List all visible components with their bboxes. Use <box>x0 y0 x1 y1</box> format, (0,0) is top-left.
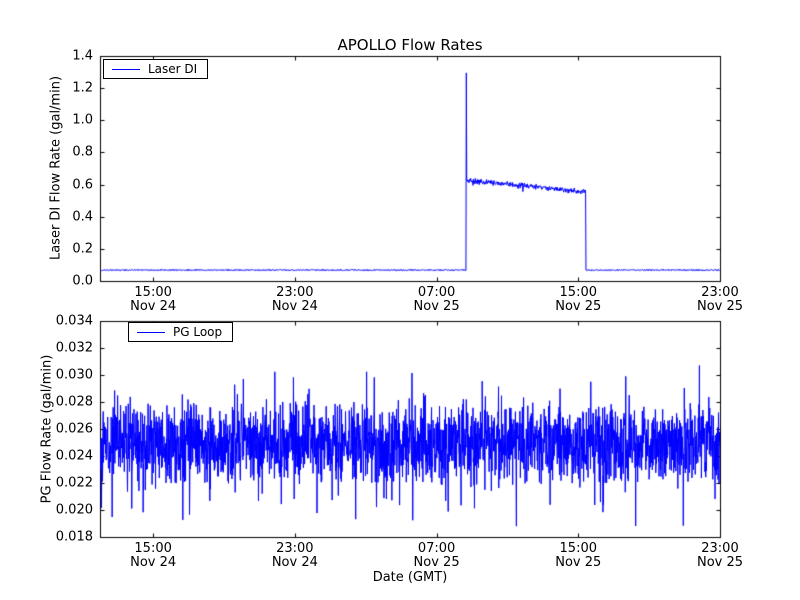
plot-canvas <box>0 0 800 600</box>
apollo-flow-rates-figure: APOLLO Flow Rates Laser DI Flow Rate (ga… <box>0 0 800 600</box>
